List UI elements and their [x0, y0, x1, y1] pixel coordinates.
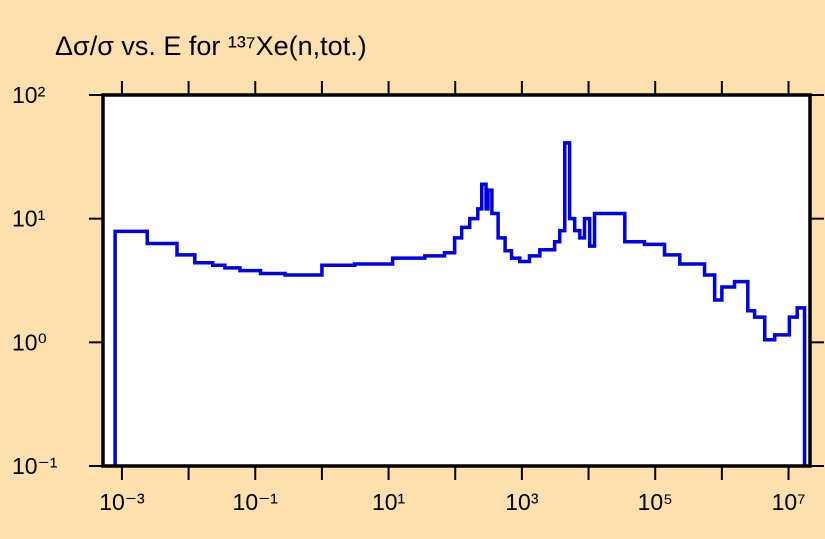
- plot-area: [103, 95, 810, 466]
- y-tick-label: 10²: [12, 82, 46, 108]
- chart-title: Δσ/σ vs. E for ¹³⁷Xe(n,tot.): [55, 31, 367, 61]
- x-tick-label: 10¹: [372, 489, 406, 515]
- plot-frame: [101, 93, 812, 468]
- x-tick-label: 10⁻³: [99, 489, 145, 515]
- y-tick-label: 10⁰: [12, 329, 47, 355]
- x-tick-label: 10⁻¹: [233, 489, 279, 515]
- x-tick-label: 10⁵: [638, 489, 673, 515]
- data-line: [113, 141, 807, 466]
- y-tick-label: 10¹: [12, 206, 46, 232]
- y-tick-label: 10⁻¹: [12, 453, 58, 479]
- x-tick-label: 10³: [505, 489, 539, 515]
- x-tick-label: 10⁷: [772, 489, 806, 515]
